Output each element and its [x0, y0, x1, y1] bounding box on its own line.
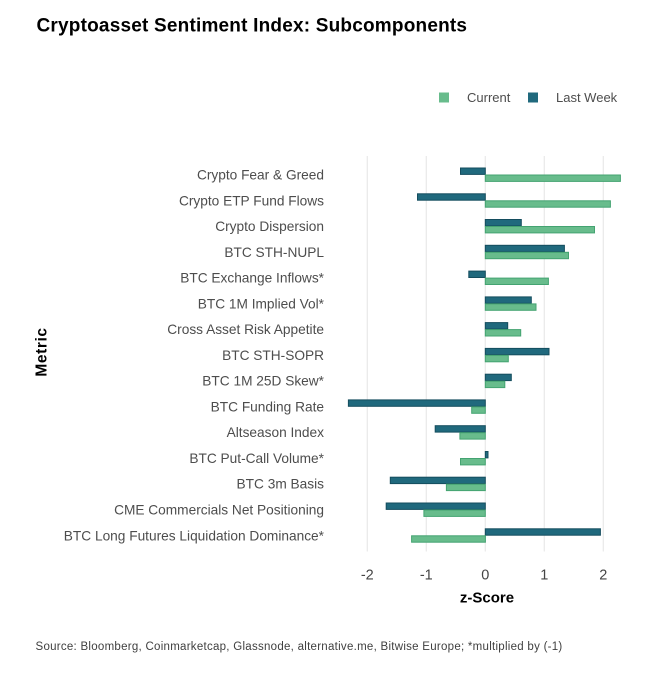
svg-text:BTC 1M 25D Skew*: BTC 1M 25D Skew* — [202, 374, 324, 389]
svg-text:1: 1 — [540, 567, 548, 583]
svg-text:-2: -2 — [361, 567, 374, 583]
svg-text:Current: Current — [467, 90, 511, 105]
svg-text:0: 0 — [481, 567, 489, 583]
svg-text:Crypto ETP Fund Flows: Crypto ETP Fund Flows — [179, 193, 324, 208]
svg-text:Cryptoasset Sentiment Index: S: Cryptoasset Sentiment Index: Subcomponen… — [37, 16, 468, 37]
svg-text:BTC Long Futures Liquidation D: BTC Long Futures Liquidation Dominance* — [64, 528, 325, 543]
svg-text:CME Commercials Net Positionin: CME Commercials Net Positioning — [114, 503, 324, 518]
svg-text:BTC STH-SOPR: BTC STH-SOPR — [222, 348, 324, 363]
svg-text:Crypto Dispersion: Crypto Dispersion — [215, 219, 324, 234]
svg-text:-1: -1 — [420, 567, 433, 583]
svg-text:BTC Put-Call Volume*: BTC Put-Call Volume* — [189, 451, 324, 466]
svg-text:2: 2 — [599, 567, 607, 583]
svg-text:Altseason Index: Altseason Index — [227, 425, 325, 440]
svg-text:Source: Bloomberg, Coinmarketc: Source: Bloomberg, Coinmarketcap, Glassn… — [36, 641, 563, 653]
svg-text:BTC Exchange Inflows*: BTC Exchange Inflows* — [180, 271, 324, 286]
svg-text:Metric: Metric — [34, 327, 51, 376]
svg-text:Cross Asset Risk Appetite: Cross Asset Risk Appetite — [167, 322, 324, 337]
svg-text:BTC STH-NUPL: BTC STH-NUPL — [224, 245, 324, 260]
svg-text:Last Week: Last Week — [556, 90, 618, 105]
svg-text:BTC 3m Basis: BTC 3m Basis — [237, 477, 325, 492]
svg-text:Crypto Fear & Greed: Crypto Fear & Greed — [197, 168, 324, 183]
svg-text:BTC 1M Implied Vol*: BTC 1M Implied Vol* — [198, 296, 325, 311]
svg-text:z-Score: z-Score — [460, 590, 514, 607]
svg-text:BTC Funding Rate: BTC Funding Rate — [211, 399, 324, 414]
